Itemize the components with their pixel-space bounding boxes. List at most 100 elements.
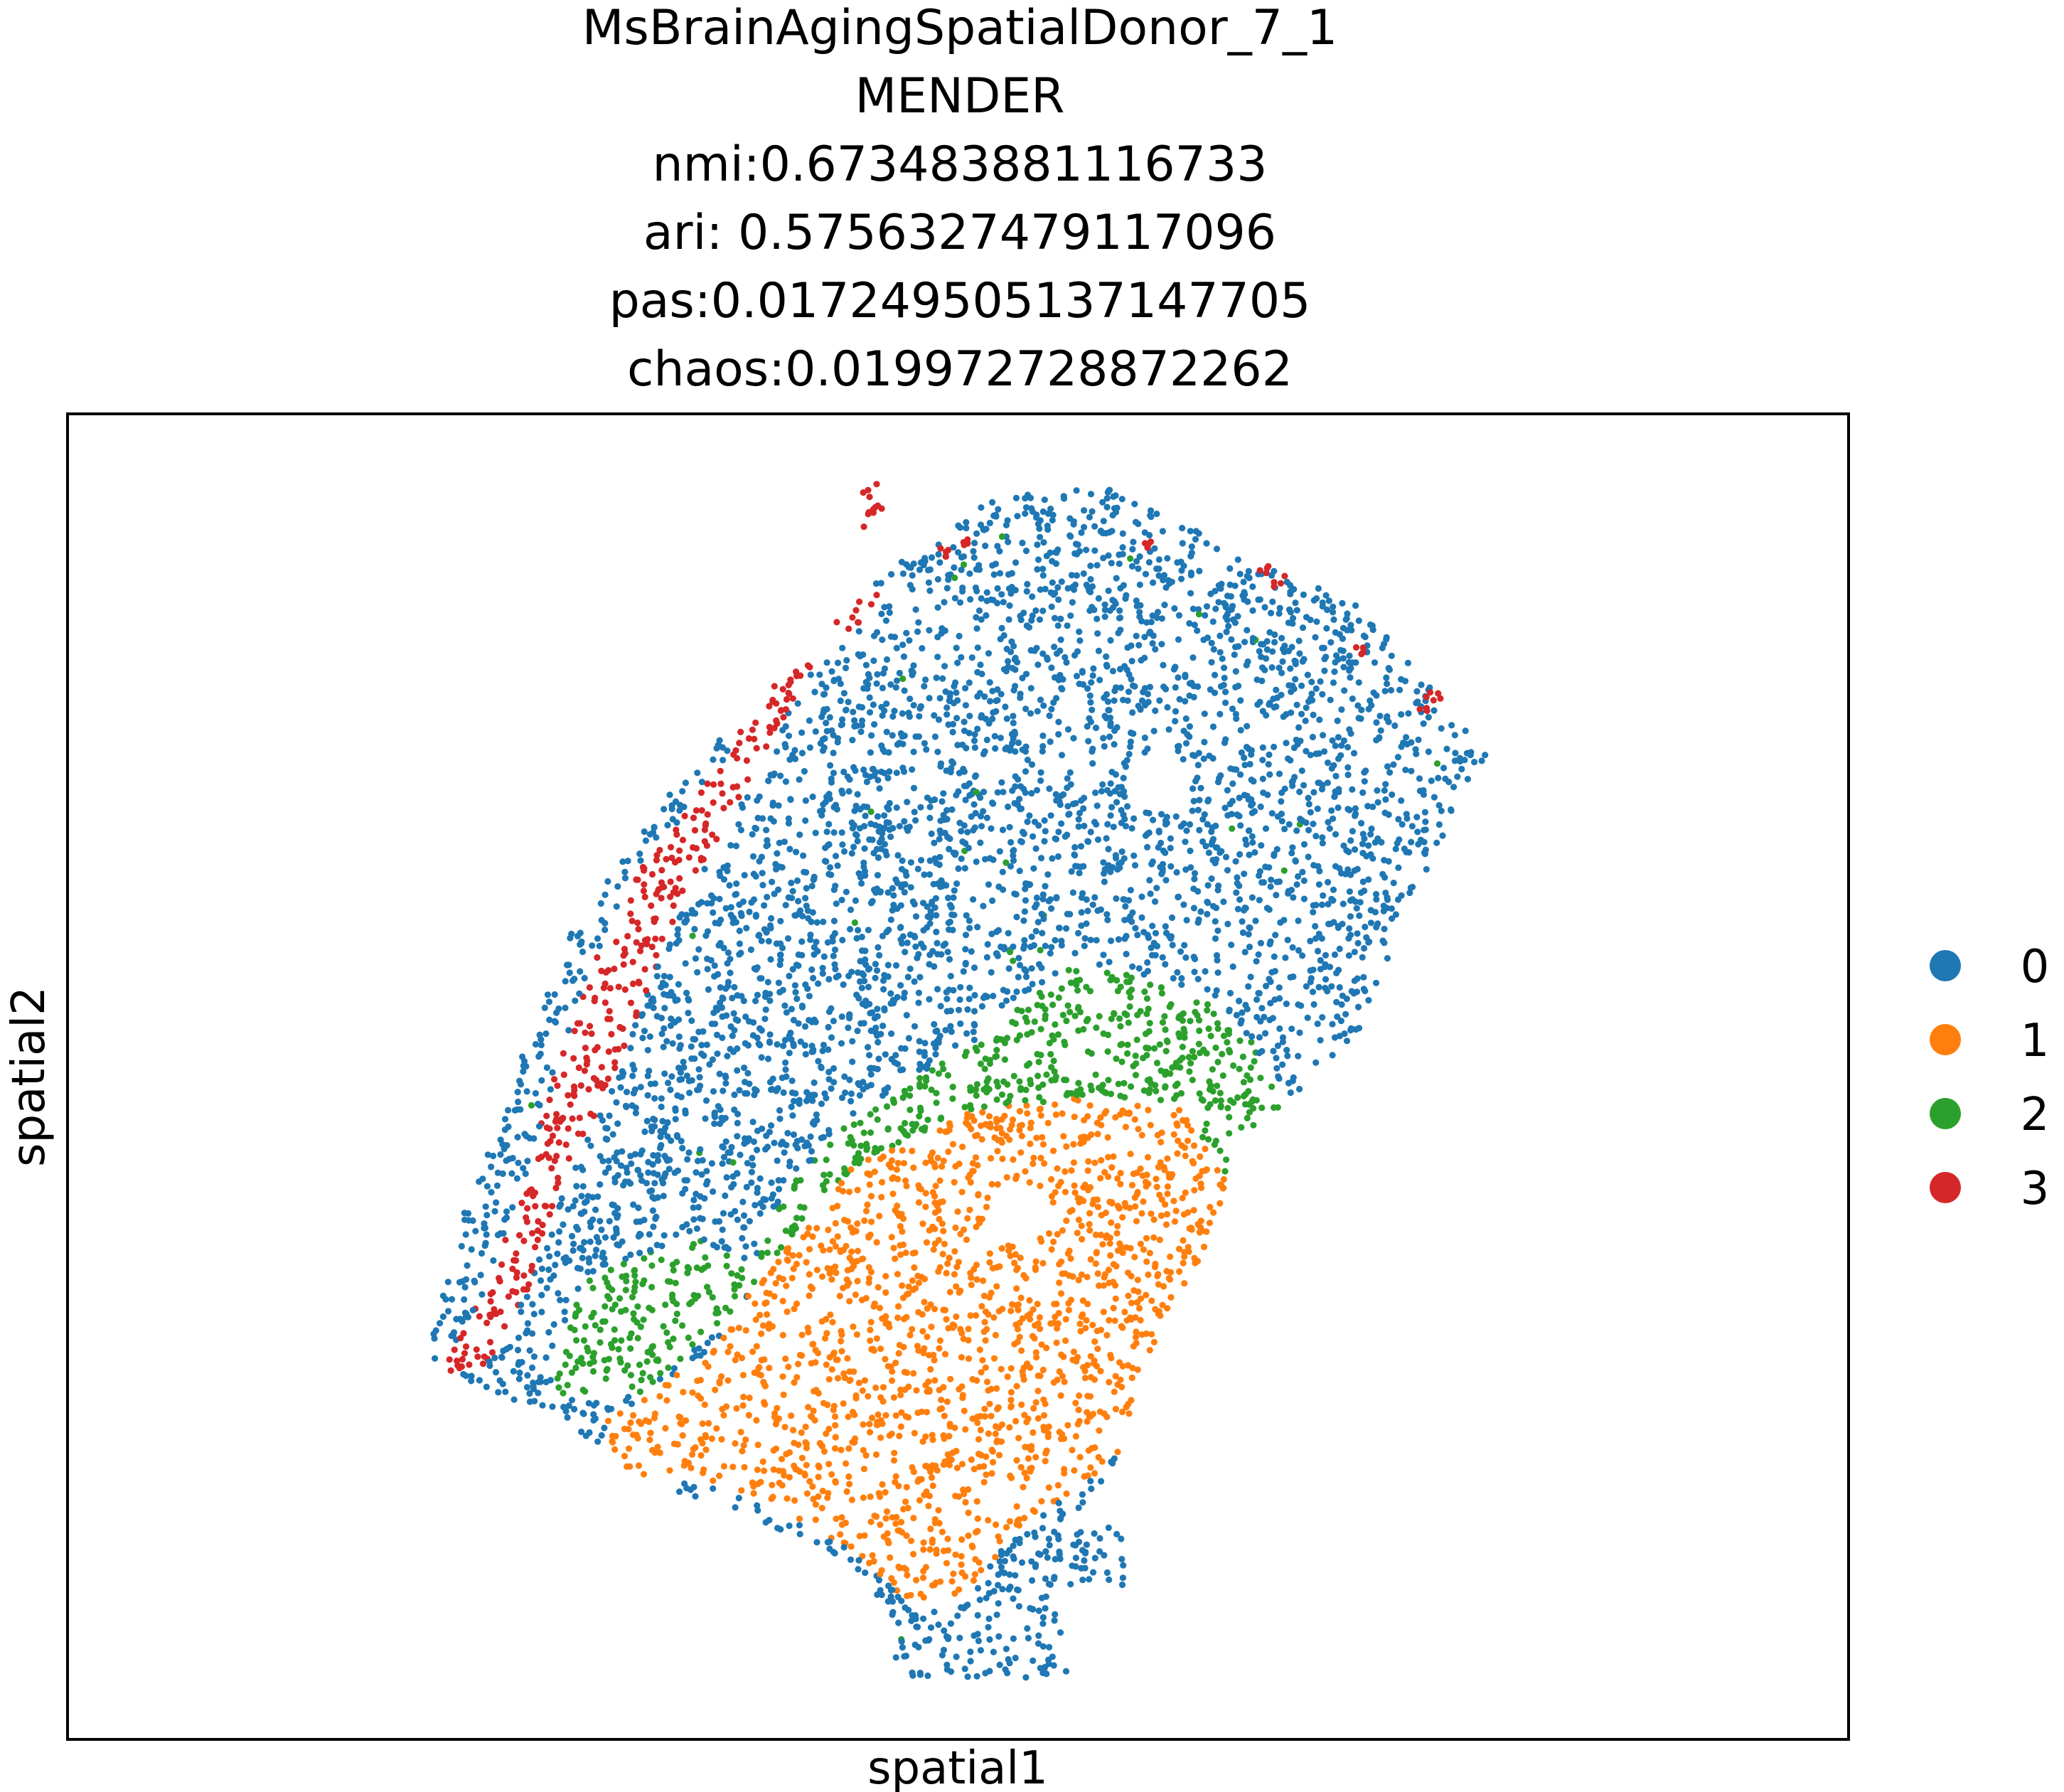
scatter-point-1-2327 <box>1007 1252 1014 1259</box>
scatter-point-0-476 <box>1054 853 1062 860</box>
scatter-point-1-2894 <box>1013 1457 1020 1464</box>
scatter-point-0-4951 <box>1278 798 1285 805</box>
scatter-point-0-593 <box>526 1390 533 1397</box>
scatter-point-2-3891 <box>1087 1082 1094 1089</box>
scatter-point-0-4923 <box>664 1133 671 1140</box>
scatter-point-0-4523 <box>949 728 956 736</box>
scatter-point-0-4947 <box>1340 624 1347 631</box>
scatter-point-1-2744 <box>945 1148 952 1156</box>
scatter-point-0-2463 <box>1284 937 1291 944</box>
scatter-point-0-3292 <box>1214 969 1221 976</box>
scatter-point-0-3096 <box>938 630 945 637</box>
scatter-point-0-2314 <box>1346 925 1353 932</box>
scatter-point-1-4392 <box>905 1383 912 1390</box>
scatter-point-0-2858 <box>950 987 957 994</box>
scatter-point-3-501 <box>783 695 791 703</box>
scatter-point-1-2004 <box>853 1257 860 1265</box>
scatter-point-1-2711 <box>1026 1179 1033 1186</box>
scatter-point-0-4026 <box>1365 876 1372 883</box>
scatter-point-0-919 <box>516 1369 523 1377</box>
scatter-point-0-4793 <box>1317 956 1324 964</box>
scatter-point-0-3765 <box>847 926 854 933</box>
scatter-point-0-1930 <box>743 1183 750 1190</box>
scatter-point-0-2065 <box>843 706 850 713</box>
scatter-point-0-4825 <box>946 835 953 843</box>
scatter-point-1-2739 <box>699 1420 706 1427</box>
scatter-point-1-4780 <box>1176 1106 1183 1114</box>
scatter-point-1-3524 <box>1092 1260 1099 1267</box>
scatter-point-1-563 <box>866 1421 873 1428</box>
scatter-point-1-4935 <box>992 1430 999 1437</box>
scatter-point-1-583 <box>1059 1110 1066 1117</box>
scatter-point-2-4227 <box>1143 1052 1150 1059</box>
scatter-point-0-4503 <box>1208 875 1215 882</box>
scatter-point-0-1405 <box>667 1086 674 1094</box>
scatter-point-0-4633 <box>941 829 948 836</box>
scatter-point-2-1006 <box>1133 1036 1140 1043</box>
scatter-point-0-2081 <box>1010 1635 1017 1642</box>
scatter-point-3-3813 <box>703 842 711 849</box>
scatter-point-1-4095 <box>842 1519 849 1527</box>
scatter-point-0-2371 <box>1062 654 1069 661</box>
scatter-point-0-2979 <box>1383 636 1390 643</box>
scatter-point-0-3621 <box>939 625 946 632</box>
scatter-point-0-675 <box>998 624 1005 632</box>
scatter-point-0-2464 <box>1255 951 1262 958</box>
scatter-point-1-4820 <box>791 1379 798 1386</box>
scatter-point-0-2747 <box>1252 917 1259 924</box>
scatter-point-3-210 <box>633 939 640 946</box>
scatter-point-1-952 <box>1009 1116 1017 1124</box>
scatter-point-0-3256 <box>926 920 934 927</box>
scatter-point-0-4715 <box>1233 889 1240 896</box>
scatter-point-0-1229 <box>1024 757 1031 764</box>
scatter-point-0-4300 <box>796 831 803 838</box>
scatter-point-0-2688 <box>937 763 944 770</box>
scatter-point-0-574 <box>1276 1025 1283 1033</box>
scatter-point-0-2095 <box>821 735 828 742</box>
scatter-point-1-1637 <box>1137 1316 1144 1324</box>
scatter-point-2-270 <box>589 1284 597 1291</box>
scatter-point-0-3811 <box>712 1020 719 1028</box>
scatter-point-2-4773 <box>921 1083 929 1090</box>
scatter-point-3-4401 <box>667 893 674 900</box>
scatter-point-0-3450 <box>992 745 999 752</box>
scatter-point-0-3475 <box>1012 587 1019 594</box>
scatter-point-0-2997 <box>1398 711 1405 718</box>
scatter-point-1-3609 <box>1049 1199 1057 1206</box>
scatter-point-0-3976 <box>1106 1576 1113 1584</box>
scatter-point-0-1950 <box>1179 525 1186 532</box>
scatter-point-3-2935 <box>523 1286 530 1293</box>
scatter-point-0-4356 <box>682 919 689 926</box>
scatter-point-2-401 <box>1016 1078 1023 1085</box>
scatter-point-0-690 <box>926 587 934 594</box>
scatter-point-1-1421 <box>831 1413 839 1420</box>
scatter-point-0-2054 <box>1034 1640 1042 1647</box>
scatter-point-0-3605 <box>718 1238 725 1245</box>
scatter-point-0-1052 <box>515 1098 522 1106</box>
scatter-point-0-4610 <box>1047 950 1054 957</box>
scatter-point-0-2811 <box>1431 707 1438 714</box>
scatter-point-1-3866 <box>894 1202 901 1210</box>
scatter-point-0-3392 <box>1249 800 1256 807</box>
scatter-point-0-2394 <box>1271 953 1278 960</box>
scatter-point-2-3135 <box>1223 1156 1230 1163</box>
scatter-point-0-2830 <box>1130 852 1138 859</box>
scatter-point-0-2936 <box>842 664 850 672</box>
scatter-point-0-2494 <box>928 554 936 561</box>
scatter-point-2-4314 <box>1034 1001 1041 1008</box>
scatter-point-2-1080 <box>1251 1057 1258 1065</box>
scatter-point-0-4284 <box>1248 833 1256 840</box>
scatter-point-0-803 <box>1155 572 1162 580</box>
scatter-point-1-305 <box>897 1392 904 1399</box>
scatter-point-0-3198 <box>1330 919 1337 926</box>
scatter-point-1-4345 <box>909 1277 916 1284</box>
scatter-point-1-3327 <box>960 1335 967 1343</box>
scatter-point-0-4803 <box>1101 742 1108 750</box>
scatter-point-3-2708 <box>648 870 656 878</box>
scatter-point-1-3110 <box>882 1412 889 1419</box>
scatter-point-0-1256 <box>1298 682 1305 690</box>
scatter-point-2-1609 <box>1047 991 1054 998</box>
scatter-point-0-1018 <box>1321 656 1328 663</box>
scatter-point-0-4219 <box>1274 1042 1281 1050</box>
scatter-point-0-4247 <box>990 571 998 578</box>
